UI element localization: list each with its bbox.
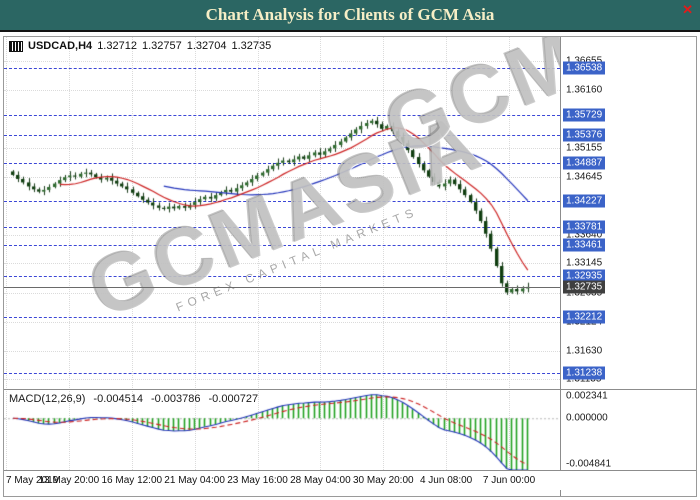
- macd-axis-label: 0.000000: [566, 412, 608, 424]
- level-price-label: 1.33461: [563, 238, 606, 252]
- time-axis-label: 4 Jun 08:00: [419, 475, 473, 486]
- macd-axis-label: -0.004841: [566, 458, 612, 470]
- macd-main-value: -0.004514: [93, 393, 143, 405]
- symbol-info: USDCAD,H4 1.32712 1.32757 1.32704 1.3273…: [9, 40, 271, 52]
- symbol-timeframe: USDCAD,H4: [28, 40, 93, 52]
- chart-window: GCMASIA FOREX CAPITAL MARKETS GCMASIA US…: [3, 36, 697, 497]
- macd-canvas[interactable]: [4, 390, 560, 470]
- macd-label: MACD(12,26,9): [9, 393, 86, 405]
- price-axis-label: 1.36655: [566, 55, 603, 67]
- chart-icon: [9, 40, 23, 52]
- level-price-label: 1.35376: [563, 128, 606, 142]
- time-axis-label: 7 May 2019: [6, 475, 59, 486]
- ohlc-low: 1.32704: [186, 40, 227, 52]
- panel-separator[interactable]: [4, 389, 696, 390]
- level-price-label: 1.32212: [563, 310, 606, 324]
- time-axis-separator: [4, 470, 696, 471]
- level-price-label: 1.32935: [563, 269, 606, 282]
- time-axis-label: 28 May 04:00: [290, 475, 351, 486]
- ohlc-open: 1.32712: [97, 40, 137, 52]
- price-axis-label: 1.34645: [566, 171, 603, 183]
- ohlc-high: 1.32757: [141, 40, 182, 52]
- price-axis-label: 1.32635: [566, 287, 603, 299]
- macd-axis-label: 0.002341: [566, 390, 608, 402]
- level-price-label: 1.34887: [563, 156, 606, 170]
- close-icon[interactable]: ✕: [682, 2, 693, 17]
- macd-info: MACD(12,26,9) -0.004514 -0.003786 -0.000…: [9, 393, 258, 405]
- time-axis-label: 23 May 16:00: [227, 475, 288, 486]
- price-axis-label: 1.31135: [566, 373, 602, 385]
- time-axis-label: 7 Jun 00:00: [482, 475, 536, 486]
- page-title: Chart Analysis for Clients of GCM Asia: [205, 5, 495, 24]
- time-axis-label: 30 May 20:00: [352, 475, 414, 486]
- time-axis-label: 21 May 04:00: [164, 475, 225, 486]
- level-price-label: 1.36538: [563, 61, 606, 75]
- level-price-label: 1.31238: [563, 366, 606, 380]
- current-price-label: 1.32735: [563, 280, 606, 294]
- candlestick-canvas[interactable]: [4, 37, 560, 389]
- level-price-label: 1.33781: [563, 220, 606, 234]
- price-axis-label: 1.33640: [566, 229, 603, 241]
- price-axis-separator: [560, 37, 561, 496]
- level-price-label: 1.34227: [563, 194, 606, 208]
- price-axis-label: 1.36160: [566, 84, 603, 96]
- time-axis: 7 May 2019 13 May 20:00 16 May 12:00 21 May…: [4, 471, 696, 490]
- price-axis-label: 1.31630: [566, 345, 603, 357]
- price-axis-label: 1.32124: [566, 316, 603, 328]
- title-bar: Chart Analysis for Clients of GCM Asia ✕: [0, 0, 700, 32]
- price-axis-label: 1.35155: [566, 142, 603, 154]
- price-axis-label: 1.33145: [566, 257, 603, 269]
- macd-hist-value: -0.000727: [208, 393, 259, 405]
- level-price-label: 1.35729: [563, 108, 606, 121]
- macd-signal-value: -0.003786: [150, 393, 201, 405]
- time-axis-label: 16 May 12:00: [101, 475, 163, 486]
- time-axis-label: 13 May 20:00: [38, 475, 100, 486]
- ohlc-close: 1.32735: [231, 40, 272, 52]
